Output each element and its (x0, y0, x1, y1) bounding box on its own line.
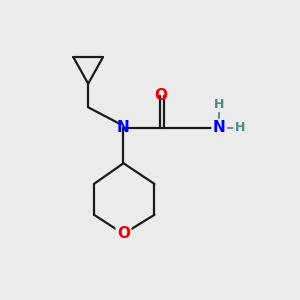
Text: O: O (154, 88, 167, 103)
Text: N: N (117, 120, 130, 135)
Text: H: H (235, 122, 245, 134)
Text: N: N (213, 120, 226, 135)
Text: O: O (117, 226, 130, 242)
Text: H: H (214, 98, 224, 111)
